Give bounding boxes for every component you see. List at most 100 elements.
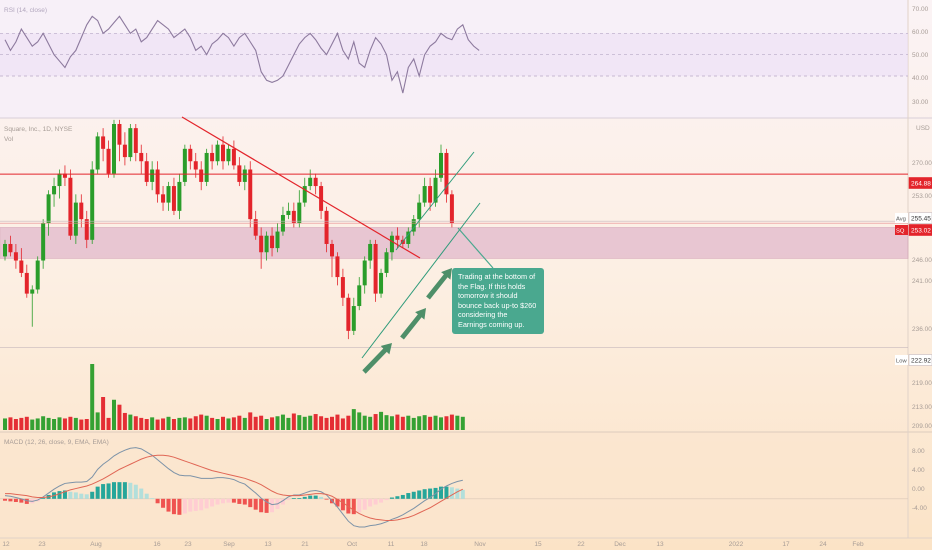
candle [215,140,220,166]
macd-histogram-bar [280,498,285,505]
macd-histogram-bar [319,496,324,499]
macd-histogram-bar [231,498,236,503]
candle-body [101,136,106,149]
candle-body [182,148,187,182]
macd-histogram-bar [41,498,46,499]
macd-tick-label: 8.00 [912,448,925,455]
candle [161,186,166,211]
volume-bar [133,416,138,430]
volume-bar [171,419,176,430]
volume-bar [128,414,133,430]
volume-bar [182,417,187,430]
time-tick-label: Sep [223,541,235,548]
price-tick-label: 241.00 [912,278,932,285]
annotation-text: Trading at the bottom of the Flag. If th… [458,272,537,329]
macd-histogram-bar [106,483,111,499]
candle-body [368,243,373,261]
macd-header: MACD (12, 26, close, 9, EMA, EMA) [4,439,109,446]
candle [286,202,291,220]
candle-body [30,289,35,294]
candle-body [231,148,236,166]
candle-body [204,152,209,182]
candle [335,252,340,286]
candle [62,165,67,187]
candle [270,227,275,257]
macd-histogram-bar [422,489,427,499]
price-tick-label: 253.00 [912,193,932,200]
macd-histogram-bar [270,498,275,513]
macd-histogram-bar [264,498,269,513]
candle-body [264,235,269,253]
resistance-price-badge: 264.88 [908,177,932,189]
volume-bar [433,415,438,430]
volume-bar [57,417,62,430]
time-tick-label: 11 [388,541,395,548]
low-tag-text: Low [896,359,907,365]
volume-bar [340,418,345,430]
macd-histogram-bar [389,497,394,499]
time-tick-label: 24 [819,541,827,548]
volume-bar [330,416,334,430]
time-tick-label: 21 [301,541,309,548]
volume-bar [188,418,193,430]
macd-histogram-bar [8,498,13,502]
candle [439,144,443,182]
candle-body [79,202,84,220]
macd-histogram-bar [73,492,78,499]
volume-bar [373,414,378,430]
candle-body [319,186,324,211]
time-tick-label: Aug [90,541,102,548]
candle [144,152,149,187]
volume-bar [13,419,18,430]
rsi-tick-label: 60.00 [912,29,929,36]
volume-bar [161,418,166,430]
macd-histogram-bar [237,498,242,504]
macd-histogram-bar [291,498,296,499]
rsi-header: RSI (14, close) [4,7,47,14]
time-tick-label: 12 [2,541,10,548]
volume-bar [259,415,264,430]
rsi-tick-label: 70.00 [912,6,929,13]
volume-bar [199,414,204,430]
candle [210,144,215,170]
volume-bar [275,416,280,430]
candle-body [335,256,340,278]
time-tick-label: Nov [474,541,486,548]
volume-bar [73,417,78,430]
candle-body [379,272,384,294]
candle-body [210,152,215,162]
candle [302,177,307,207]
macd-histogram-bar [406,493,411,499]
candle [253,210,258,240]
time-tick-label: 22 [577,541,585,548]
volume-bar [449,414,454,430]
candle [150,161,155,191]
price-axis: 70.00 60.00 50.00 40.00 30.00 270.00 253.00 246… [895,6,932,512]
candle-body [150,169,155,182]
avg-tag-text: Avg [896,217,906,223]
macd-histogram-bar [384,498,389,501]
volume-bar [379,411,384,430]
candle [357,277,362,311]
downtrend-line [181,116,421,259]
rsi-pane [0,15,908,94]
macd-histogram-bar [204,498,209,509]
volume-bar [455,415,460,430]
candle-body [357,285,362,307]
volume-bar [460,416,465,430]
macd-histogram-bar [117,482,122,499]
candle [8,235,13,257]
candle [428,177,433,211]
candle [30,285,35,327]
candle [422,177,427,207]
macd-histogram-bar [411,491,416,499]
candle [406,227,411,249]
candle [90,161,95,244]
callout-pointer [457,227,494,269]
support-zone-rect [0,227,909,259]
macd-histogram-bar [166,498,171,512]
macd-histogram-bar [373,498,378,505]
candle [84,210,89,249]
candle [133,124,138,162]
candle [46,190,51,236]
